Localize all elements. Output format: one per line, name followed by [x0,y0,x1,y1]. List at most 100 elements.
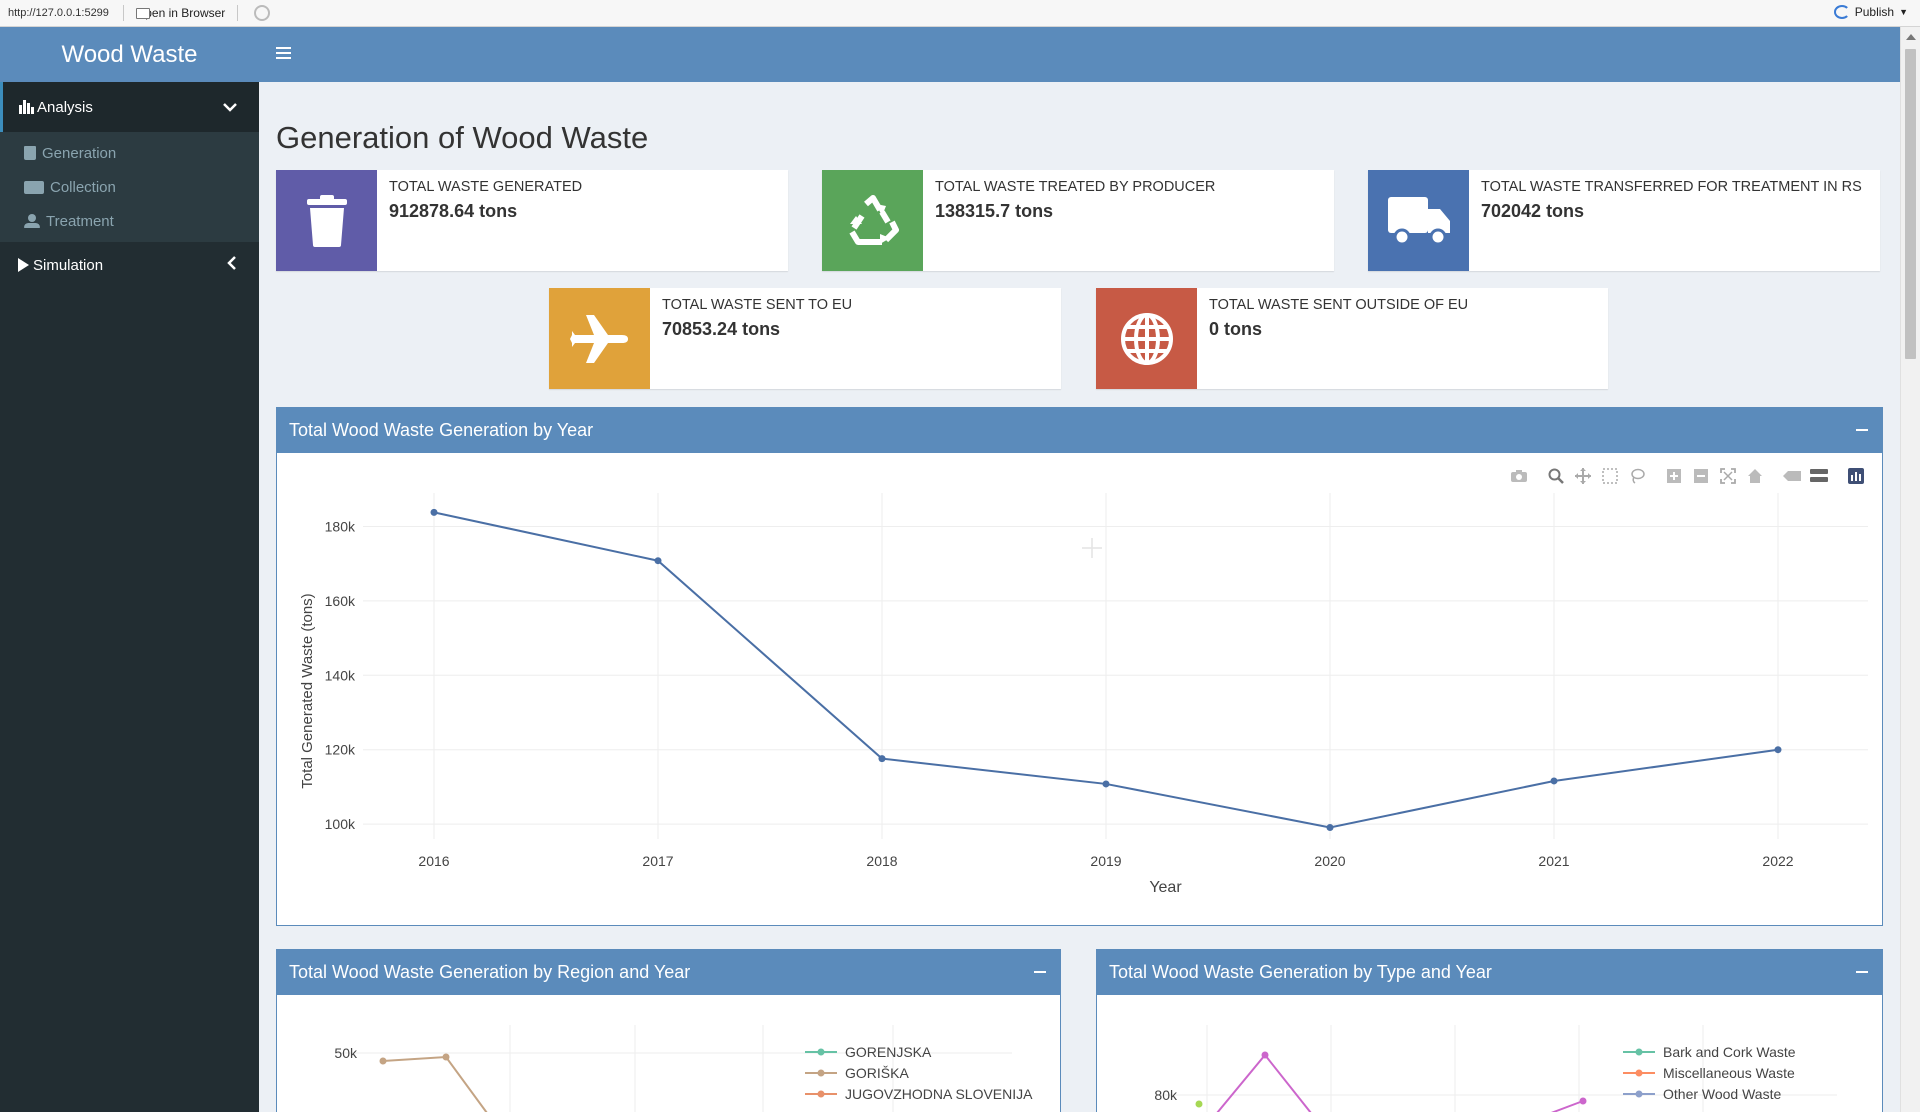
publish-label: Publish [1854,5,1895,19]
box-header: Total Wood Waste Generation by Type and … [1097,950,1882,995]
plotly-logo-icon[interactable] [1846,468,1866,484]
legend-label: Other Wood Waste [1663,1086,1781,1102]
collapse-button[interactable] [1034,971,1046,973]
analysis-submenu: Generation Collection Treatment [0,132,259,242]
menu-toggle-icon[interactable] [276,47,291,60]
plane-icon [569,314,628,363]
pan-icon[interactable] [1573,468,1593,484]
publish-icon [1833,5,1850,19]
info-value: 138315.7 tons [935,201,1054,221]
sidebar-item-analysis[interactable]: Analysis [0,82,259,132]
data-point [878,755,886,763]
sidebar-item-label: Treatment [46,212,114,230]
main-header [259,27,1900,82]
zoom-in-icon[interactable] [1664,468,1684,484]
collapse-button[interactable] [1856,429,1868,431]
app-title[interactable]: Wood Waste [0,27,259,82]
sidebar-item-treatment[interactable]: Treatment [0,204,259,238]
scroll-up-arrow[interactable] [1906,34,1916,40]
x-tick-label: 2018 [866,853,897,869]
sidebar: Wood Waste Analysis Generation Collectio… [0,27,259,1112]
trash-icon [24,146,36,160]
info-value: 70853.24 tons [662,319,781,339]
open-in-browser-button[interactable]: Open in Browser [130,6,231,20]
compare-hover-icon[interactable] [1809,468,1829,484]
y-tick-label: 160k [325,593,356,609]
zoom-out-icon[interactable] [1691,468,1711,484]
autoscale-icon[interactable] [1718,468,1738,484]
data-point [1326,823,1334,831]
data-point [1102,780,1110,788]
info-value: 702042 tons [1481,201,1585,221]
open-in-browser-label: Open in Browser [135,6,226,20]
truck-icon [24,180,44,194]
x-tick-label: 2019 [1090,853,1121,869]
x-tick-label: 2017 [642,853,673,869]
info-icon-wrap [549,288,650,389]
info-box-transferred: TOTAL WASTE TRANSFERRED FOR TREATMENT IN… [1368,170,1880,271]
box-select-icon[interactable] [1600,468,1620,484]
y-tick-label: 180k [325,518,356,534]
scrollbar[interactable] [1900,27,1920,1112]
info-label: TOTAL WASTE SENT TO EU [662,297,853,313]
user-icon [24,214,40,228]
toolbar-divider [237,5,239,21]
box-generation-by-type: Total Wood Waste Generation by Type and … [1096,949,1883,1112]
x-tick-label: 2020 [1314,853,1345,869]
url-label[interactable]: http://127.0.0.1:5299 [8,7,109,19]
sidebar-item-simulation[interactable]: Simulation [0,242,259,288]
legend-marker [1635,1069,1643,1077]
series-line [1550,1100,1584,1112]
plotly-modebar [1509,468,1866,484]
play-icon [18,258,29,272]
sidebar-item-collection[interactable]: Collection [0,170,259,204]
legend-marker [1635,1090,1643,1098]
legend-label: JUGOVZHODNA SLOVENIJA [845,1086,1033,1102]
browser-toolbar: http://127.0.0.1:5299 Open in Browser Pu… [0,0,1920,27]
y-tick-label: 80k [1154,1087,1178,1103]
zoom-icon[interactable] [1546,468,1566,484]
chart-generation-by-type[interactable]: 80k Bark and Cork Waste Miscellaneous Wast… [1097,995,1882,1112]
box-generation-by-region: Total Wood Waste Generation by Region an… [276,949,1061,1112]
toolbar-divider [122,5,124,21]
crosshair-cursor [1082,538,1102,558]
data-point [1550,777,1558,785]
y-tick-label: 50k [334,1045,358,1061]
box-title: Total Wood Waste Generation by Region an… [289,962,691,982]
legend-label: Miscellaneous Waste [1663,1065,1795,1081]
chevron-left-icon [227,256,237,274]
globe-icon [1120,312,1173,365]
publish-button[interactable]: Publish ▼ [1833,5,1908,19]
info-label: TOTAL WASTE TREATED BY PRODUCER [935,179,1216,195]
lasso-icon[interactable] [1627,468,1647,484]
refresh-icon[interactable] [254,5,271,21]
data-point [430,508,438,516]
home-icon[interactable] [1745,468,1765,484]
info-box-eu: TOTAL WASTE SENT TO EU 70853.24 tons [549,288,1061,389]
info-icon-wrap [1096,288,1197,389]
x-tick-label: 2022 [1762,853,1793,869]
collapse-button[interactable] [1856,971,1868,973]
data-point [1261,1051,1269,1059]
camera-icon[interactable] [1509,468,1529,484]
sidebar-item-generation[interactable]: Generation [0,136,259,170]
y-tick-label: 140k [325,667,356,683]
spike-lines-icon[interactable] [1782,468,1802,484]
legend-marker [817,1090,825,1098]
chart-generation-by-region[interactable]: 50k GORENJSKA GORIŠKA JUGOVZHODNA SLOVENIJA [277,995,1060,1112]
box-header: Total Wood Waste Generation by Year [277,408,1882,453]
box-generation-by-year: Total Wood Waste Generation by Year [276,407,1883,926]
chevron-down-icon [223,99,237,116]
data-point [1195,1100,1203,1108]
data-point [1774,746,1782,754]
chevron-down-icon: ▼ [1899,7,1908,17]
info-box-generated: TOTAL WASTE GENERATED 912878.64 tons [276,170,788,271]
data-point [442,1053,450,1061]
box-title: Total Wood Waste Generation by Year [289,420,594,440]
legend-marker [817,1069,825,1077]
info-icon-wrap [276,170,377,271]
info-value: 912878.64 tons [389,201,518,221]
scrollbar-thumb[interactable] [1905,49,1916,359]
chart-generation-by-year[interactable]: 100k 120k 140k 160k 180k 2016 2017 2018 2019 2020… [277,453,1882,925]
legend-marker [817,1048,825,1056]
